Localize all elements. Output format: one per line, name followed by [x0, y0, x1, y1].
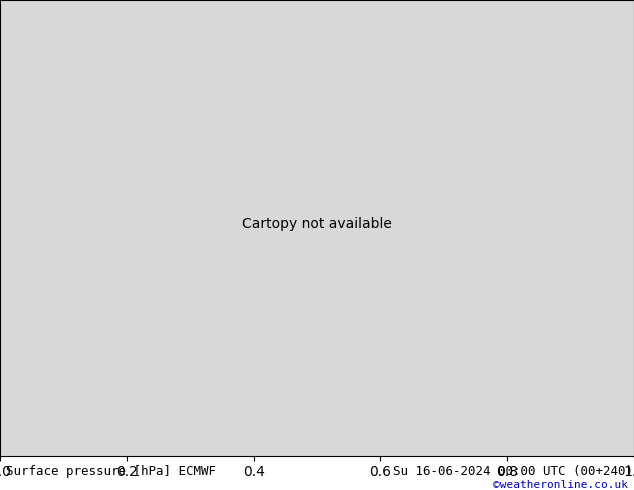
Text: ©weatheronline.co.uk: ©weatheronline.co.uk	[493, 480, 628, 490]
Text: Surface pressure [hPa] ECMWF: Surface pressure [hPa] ECMWF	[6, 465, 216, 478]
Text: Cartopy not available: Cartopy not available	[242, 217, 392, 231]
Text: Su 16-06-2024 00:00 UTC (00+240): Su 16-06-2024 00:00 UTC (00+240)	[393, 465, 633, 478]
